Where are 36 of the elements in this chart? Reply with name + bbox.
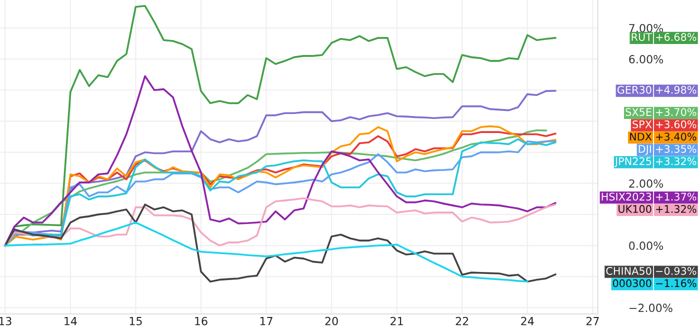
text: +3.32% [656,157,696,166]
x-tick-label: 27 [586,316,599,326]
x-tick-label: 21 [390,316,403,326]
text: +3.40% [656,132,696,141]
y-tick-label: 0.00% [629,241,664,250]
y-tick-label: 2.00% [629,179,664,188]
text: +6.68% [656,33,696,41]
x-tick-label: 17 [260,317,272,326]
legend-label: HSIX2023 [602,192,652,201]
legend-label: UK100 [618,205,652,213]
text: +3.35% [656,145,696,153]
y-tick-label: 7.00% [629,24,664,32]
text: −1.16% [656,279,696,288]
text: +4.98% [656,86,696,94]
legend-label: NDX [630,132,652,140]
legend-label: RUT [632,33,652,41]
y-tick-label: 6.00% [629,55,664,64]
x-tick-label: 20 [325,316,338,326]
text: +1.32% [656,205,696,213]
legend-label: SX5E [626,108,652,116]
text: +3.60% [656,120,696,128]
legend-label: SPX [632,120,652,128]
legend-label: 000300 [612,279,652,288]
legend-label: JPN225 [614,157,652,168]
x-tick-label: 14 [64,317,77,326]
x-tick-label: 16 [195,316,208,326]
x-tick-label: 15 [130,317,142,326]
legend-label: GER30 [617,86,652,94]
legend-label: CHINA50 [606,266,652,275]
text: −0.93% [656,266,696,275]
x-tick-label: 24 [521,316,534,326]
text: +1.37% [656,192,696,201]
y-tick-label: −2.00% [630,304,672,312]
text: +3.70% [656,108,696,116]
legend-label: DJI [638,145,651,155]
x-tick-label: 22 [456,316,468,326]
